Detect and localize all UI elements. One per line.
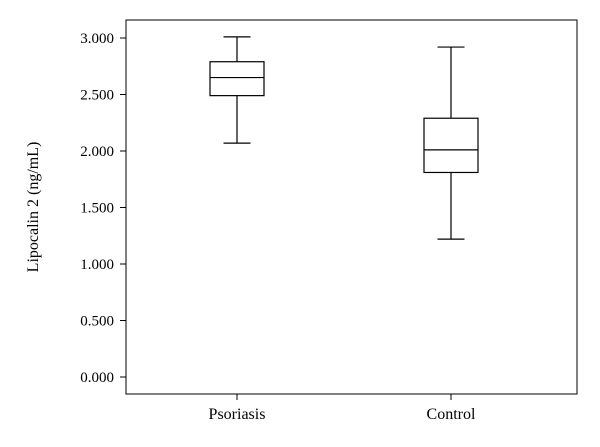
x-axis: Psoriasis Control (209, 394, 476, 423)
y-tick-label: 0.000 (80, 370, 114, 386)
plot-frame (125, 19, 578, 395)
y-tick-label: 1.000 (80, 257, 114, 273)
y-axis: 0.000 0.500 1.000 1.500 2.000 2.500 3.000 (80, 31, 126, 386)
y-tick-label: 0.500 (80, 314, 114, 330)
x-category-label: Control (427, 406, 476, 423)
y-tick-label: 2.000 (80, 144, 114, 160)
box-psoriasis (209, 36, 265, 144)
iqr-box (209, 61, 265, 97)
box-series (209, 36, 479, 240)
y-tick-label: 1.500 (80, 201, 114, 217)
iqr-box (423, 117, 479, 174)
box-control (423, 46, 479, 240)
y-axis-title: Lipocalin 2 (ng/mL) (25, 142, 42, 273)
y-tick-label: 2.500 (80, 88, 114, 104)
y-tick-label: 3.000 (80, 31, 114, 47)
x-category-label: Psoriasis (209, 406, 266, 423)
